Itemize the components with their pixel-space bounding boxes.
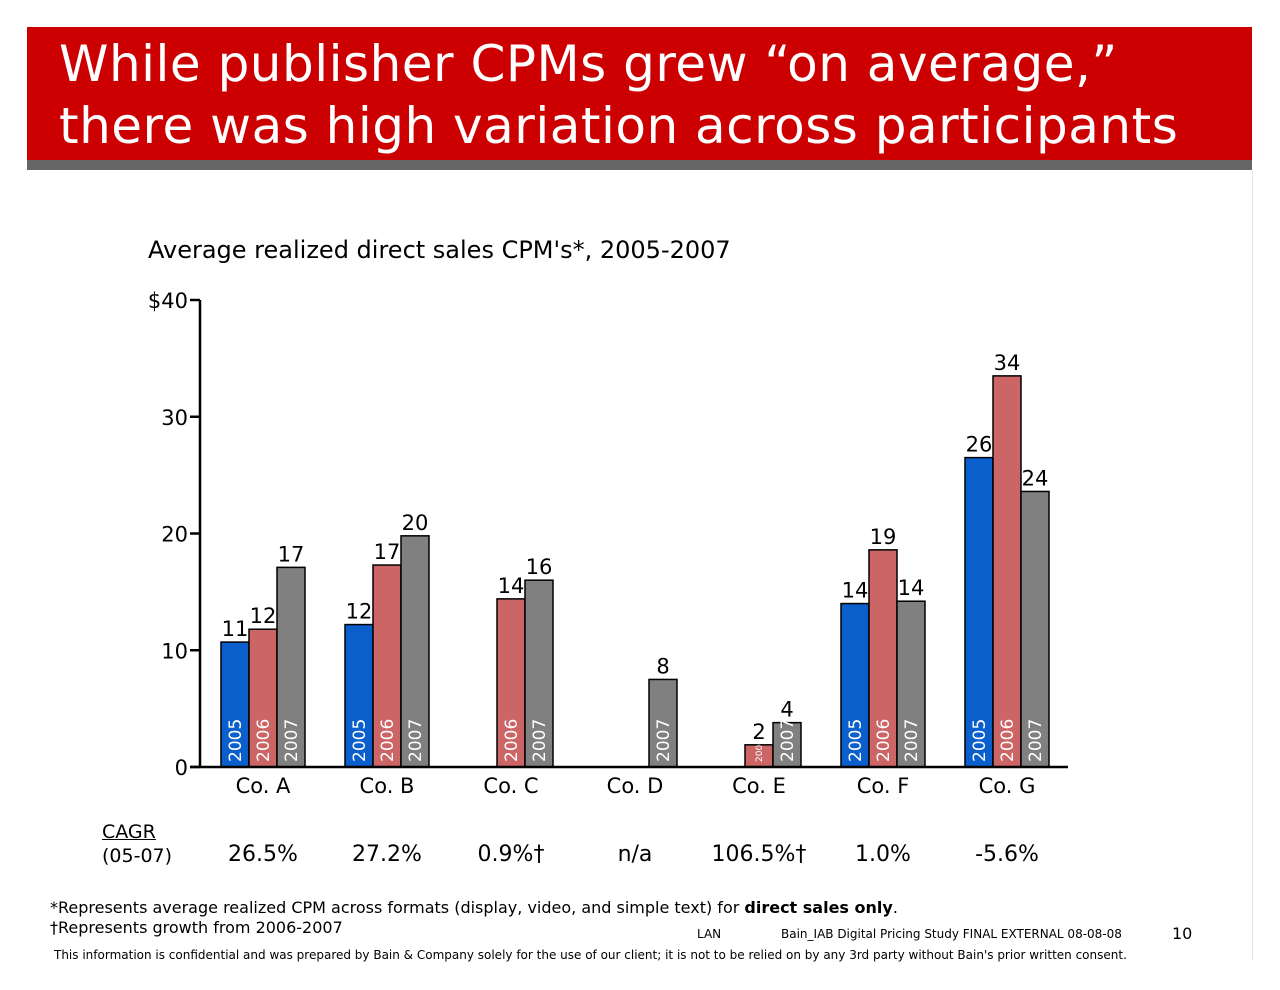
cagr-title: CAGR <box>102 821 156 843</box>
cagr-value-co-b: 27.2% <box>352 842 422 867</box>
category-label-co-f: Co. F <box>857 774 910 798</box>
bar-series-label-co-e-2006: 2006 <box>755 739 765 762</box>
bar-series-label-co-a-2007: 2007 <box>282 719 302 762</box>
data-label-co-f-2007: 14 <box>898 576 925 600</box>
footnote-direct-sales-end: . <box>892 898 898 917</box>
bar-series-label-co-a-2006: 2006 <box>254 719 274 762</box>
footnote-direct-sales: *Represents average realized CPM across … <box>50 898 898 917</box>
category-label-co-a: Co. A <box>236 774 291 798</box>
data-label-co-b-2007: 20 <box>402 511 429 535</box>
cagr-value-co-g: -5.6% <box>975 842 1039 867</box>
bar-series-label-co-f-2007: 2007 <box>902 719 922 762</box>
y-tick-label-0: 0 <box>175 756 188 780</box>
cagr-value-co-f: 1.0% <box>855 842 911 867</box>
bar-series-label-co-d-2007: 2007 <box>654 719 674 762</box>
data-label-co-a-2006: 12 <box>250 604 277 628</box>
cagr-value-co-d: n/a <box>617 842 653 867</box>
data-label-co-c-2007: 16 <box>526 555 553 579</box>
confidentiality-notice: This information is confidential and was… <box>54 948 1127 962</box>
cagr-value-co-c: 0.9%† <box>477 842 545 867</box>
title-banner: While publisher CPMs grew “on average,” … <box>27 27 1252 160</box>
title-underline-bar <box>27 160 1252 170</box>
bar-series-label-co-c-2006: 2006 <box>502 719 522 762</box>
bar-co-g-2006 <box>992 375 1022 768</box>
y-tick-label-3: 30 <box>161 406 188 430</box>
data-label-co-b-2006: 17 <box>374 540 401 564</box>
y-tick-label-4: $40 <box>148 289 188 313</box>
footer-lan: LAN <box>697 927 722 941</box>
bar-series-label-co-f-2006: 2006 <box>874 719 894 762</box>
bar-series-label-co-c-2007: 2007 <box>530 719 550 762</box>
data-label-co-a-2007: 17 <box>278 542 305 566</box>
category-label-co-g: Co. G <box>979 774 1036 798</box>
data-label-co-e-2006: 2 <box>752 720 765 744</box>
footnote-growth: †Represents growth from 2006-2007 <box>50 918 343 937</box>
cagr-value-co-e: 106.5%† <box>711 842 807 867</box>
slide-right-border <box>1252 170 1253 960</box>
cagr-label: CAGR (05-07) <box>102 820 172 868</box>
category-label-co-b: Co. B <box>360 774 415 798</box>
data-label-co-b-2005: 12 <box>346 600 373 624</box>
category-label-co-d: Co. D <box>607 774 664 798</box>
footnote-direct-sales-text: *Represents average realized CPM across … <box>50 898 745 917</box>
category-label-co-c: Co. C <box>483 774 538 798</box>
bar-series-label-co-g-2006: 2006 <box>998 719 1018 762</box>
bar-series-label-co-g-2007: 2007 <box>1026 719 1046 762</box>
bar-co-c-2007 <box>524 579 554 768</box>
data-label-co-c-2006: 14 <box>498 574 525 598</box>
y-tick-label-2: 20 <box>161 523 188 547</box>
category-label-co-e: Co. E <box>732 774 786 798</box>
data-label-co-f-2005: 14 <box>842 579 869 603</box>
bar-co-g-2005 <box>964 456 994 768</box>
data-label-co-g-2006: 34 <box>994 351 1021 375</box>
bar-series-label-co-g-2005: 2005 <box>970 719 990 762</box>
data-label-co-f-2006: 19 <box>870 525 897 549</box>
bar-series-label-co-a-2005: 2005 <box>226 719 246 762</box>
bar-series-label-co-f-2005: 2005 <box>846 719 866 762</box>
page-title-line-2: there was high variation across particip… <box>59 97 1179 155</box>
bar-co-b-2006 <box>372 564 402 768</box>
footnote-direct-sales-bold: direct sales only <box>744 898 893 917</box>
page-number: 10 <box>1172 924 1193 943</box>
bar-series-label-co-b-2005: 2005 <box>350 719 370 762</box>
data-label-co-g-2005: 26 <box>966 433 993 457</box>
data-label-co-a-2005: 11 <box>222 617 249 641</box>
bar-series-label-co-e-2007: 2007 <box>778 719 798 762</box>
footer-study-name: Bain_IAB Digital Pricing Study FINAL EXT… <box>781 927 1122 941</box>
chart-title: Average realized direct sales CPM's*, 20… <box>148 236 731 264</box>
bar-co-a-2006 <box>248 628 278 768</box>
data-label-co-g-2007: 24 <box>1022 466 1049 490</box>
y-tick-label-1: 10 <box>161 639 188 663</box>
bar-series-label-co-b-2006: 2006 <box>378 719 398 762</box>
bar-co-g-2007 <box>1020 490 1050 768</box>
data-label-co-e-2007: 4 <box>780 698 793 722</box>
bar-co-a-2005 <box>220 641 250 768</box>
data-label-co-d-2007: 8 <box>656 654 669 678</box>
bar-series-label-co-b-2007: 2007 <box>406 719 426 762</box>
cagr-value-co-a: 26.5% <box>228 842 298 867</box>
cagr-period: (05-07) <box>102 845 173 867</box>
page-title-line-1: While publisher CPMs grew “on average,” <box>59 35 1118 93</box>
